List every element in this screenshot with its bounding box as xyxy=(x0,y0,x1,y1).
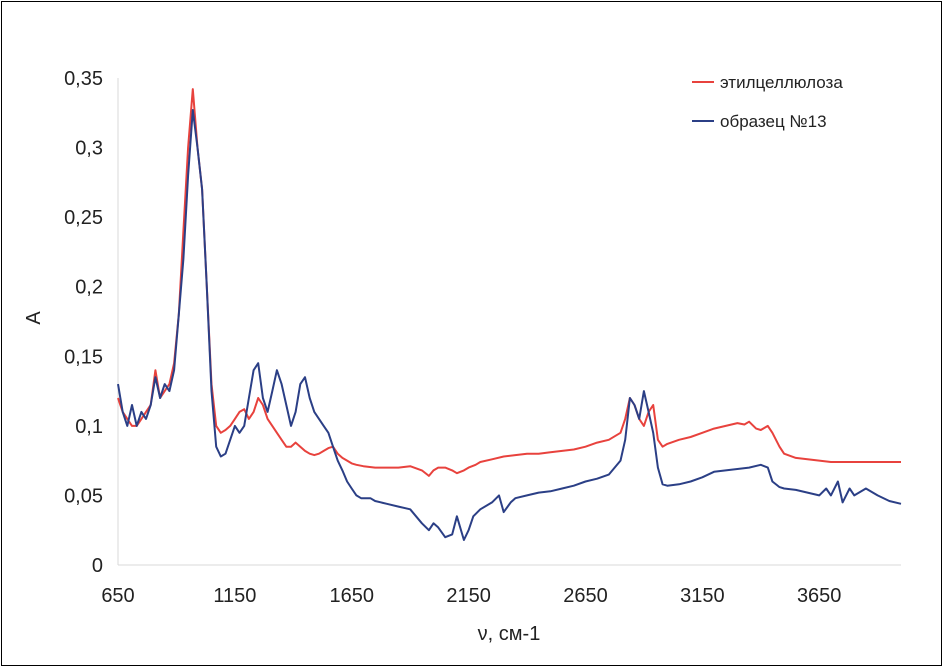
y-tick-label: 0,3 xyxy=(75,138,103,160)
y-tick-label: 0,1 xyxy=(75,416,103,438)
x-axis-title: ν, см-1 xyxy=(478,623,541,645)
series-lines xyxy=(117,88,902,541)
axes xyxy=(117,78,901,566)
y-tick-label: 0,25 xyxy=(64,207,103,229)
y-tick-label: 0,05 xyxy=(64,485,103,507)
legend-label-ethylcellulose: этилцеллюлоза xyxy=(720,73,843,92)
series-line-ethylcellulose xyxy=(117,88,901,477)
x-tick-label: 3650 xyxy=(797,585,842,607)
x-tick-labels: 650 1150 1650 2150 2650 3150 3650 xyxy=(101,585,841,607)
series-line-sample-13 xyxy=(117,109,902,541)
y-tick-label: 0 xyxy=(92,555,103,577)
y-tick-label: 0,15 xyxy=(64,346,103,368)
x-tick-label: 3150 xyxy=(680,585,725,607)
y-axis-title: A xyxy=(23,311,45,325)
y-tick-label: 0,2 xyxy=(75,277,103,299)
x-tick-label: 1650 xyxy=(329,585,374,607)
x-tick-label: 2150 xyxy=(446,585,491,607)
x-tick-label: 2650 xyxy=(563,585,608,607)
y-tick-labels: 0 0,05 0,1 0,15 0,2 0,25 0,3 0,35 xyxy=(64,68,103,577)
x-tick-label: 650 xyxy=(101,585,134,607)
legend: этилцеллюлоза образец №13 xyxy=(692,73,843,131)
x-tick-label: 1150 xyxy=(213,585,256,607)
legend-label-sample-13: образец №13 xyxy=(720,112,827,131)
y-tick-label: 0,35 xyxy=(64,68,103,90)
